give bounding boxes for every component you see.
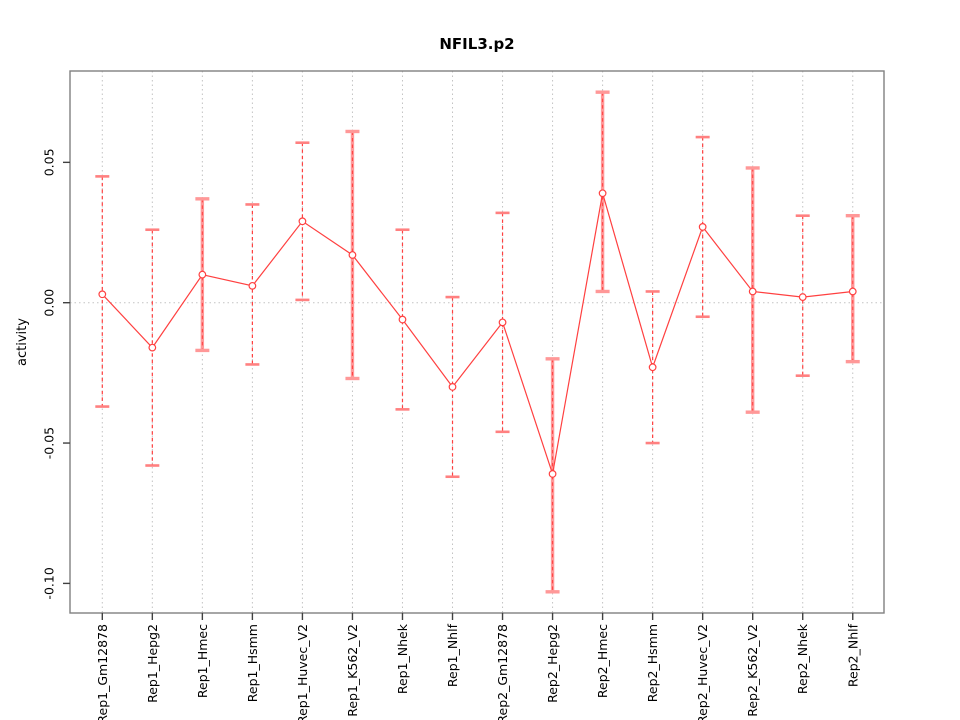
x-tick-label: Rep2_Hmec (595, 624, 610, 698)
x-tick-label: Rep2_Hepg2 (545, 624, 560, 703)
plot-frame (69, 70, 885, 614)
x-tick-label: Rep1_Nhek (395, 623, 410, 694)
data-point (548, 470, 557, 478)
data-point (498, 318, 507, 327)
x-tick-label: Rep1_Hmec (195, 624, 210, 698)
x-tick-label: Rep2_K562_V2 (745, 624, 760, 717)
x-tick-label: Rep1_K562_V2 (345, 624, 360, 717)
x-tick-label: Rep2_Gm12878 (495, 624, 510, 720)
y-tick-label: 0.00 (42, 289, 57, 317)
data-point (448, 383, 457, 391)
axis-ticks (63, 161, 854, 620)
x-tick-label: Rep1_Hepg2 (145, 624, 160, 703)
x-tick-label: Rep1_Hsmm (245, 624, 260, 702)
data-point (698, 223, 707, 231)
y-tick-label: -0.10 (42, 567, 57, 599)
data-point (298, 217, 307, 226)
x-tick-label: Rep2_Nhlf (845, 623, 860, 687)
data-point (198, 270, 207, 279)
data-point (248, 281, 257, 290)
x-tick-label: Rep2_Nhek (795, 623, 810, 694)
x-tick-label: Rep2_Hsmm (645, 624, 660, 702)
data-point (598, 189, 607, 198)
data-point (798, 293, 807, 301)
data-series (98, 189, 857, 478)
y-tick-labels: 0.05 0.00 -0.05 -0.10 (42, 148, 57, 599)
y-axis-label: activity (15, 318, 30, 366)
plot-border (69, 70, 885, 614)
data-point (148, 343, 157, 352)
data-point (98, 290, 107, 299)
error-bars (95, 90, 860, 594)
data-point (648, 363, 657, 372)
x-tick-label: Rep1_Nhlf (445, 623, 460, 687)
data-point (348, 251, 357, 259)
data-point (398, 315, 407, 324)
data-point (848, 287, 857, 296)
series-line (101, 193, 853, 475)
x-tick-label: Rep1_Huvec_V2 (295, 624, 310, 720)
x-tick-label: Rep2_Huvec_V2 (695, 624, 710, 720)
x-tick-labels: Rep1_Gm12878 Rep1_Hepg2 Rep1_Hmec Rep1_Hsmm… (95, 623, 860, 720)
y-tick-label: 0.05 (42, 148, 57, 176)
gridlines (70, 71, 884, 613)
data-point (748, 287, 757, 296)
x-tick-label: Rep1_Gm12878 (95, 624, 110, 720)
y-tick-label: -0.05 (42, 427, 57, 459)
chart-title: NFIL3.p2 (439, 35, 514, 53)
